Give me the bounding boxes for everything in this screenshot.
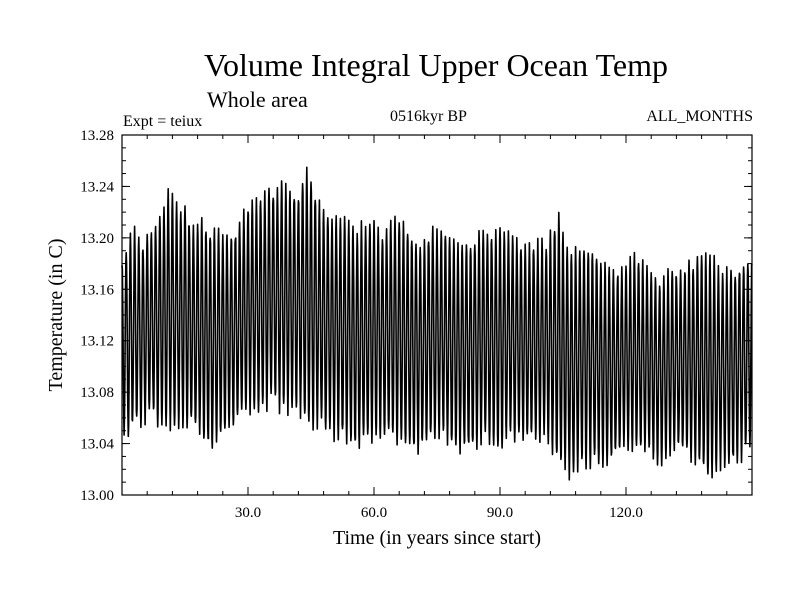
y-tick-label: 13.08 <box>80 385 114 401</box>
ticks-layer <box>122 134 752 496</box>
experiment-label: Expt = teiux <box>123 113 202 130</box>
y-tick-label: 13.12 <box>80 334 114 350</box>
months-label: ALL_MONTHS <box>646 108 753 125</box>
y-tick-label: 13.24 <box>80 179 114 195</box>
y-tick-label: 13.04 <box>80 437 114 453</box>
series-line-0 <box>121 166 753 481</box>
chart-title: Volume Integral Upper Ocean Temp <box>204 47 668 83</box>
x-axis-label: Time (in years since start) <box>333 527 541 549</box>
tick-labels-layer: 13.00 13.04 13.08 13.12 13.16 13.20 13.24 13.28… <box>80 128 643 521</box>
x-tick-label: 90.0 <box>487 505 513 521</box>
y-tick-label: 13.00 <box>80 488 114 504</box>
y-tick-label: 13.20 <box>80 231 114 247</box>
x-tick-label: 60.0 <box>361 505 387 521</box>
y-axis-label: Temperature (in C) <box>45 239 67 392</box>
chart-subtitle: Whole area <box>207 87 308 112</box>
y-tick-label: 13.16 <box>80 282 114 298</box>
period-label: 0516kyr BP <box>390 108 467 125</box>
x-tick-label: 30.0 <box>235 505 261 521</box>
y-tick-label: 13.28 <box>80 128 114 144</box>
x-tick-label: 120.0 <box>609 505 643 521</box>
series-layer <box>121 166 753 481</box>
